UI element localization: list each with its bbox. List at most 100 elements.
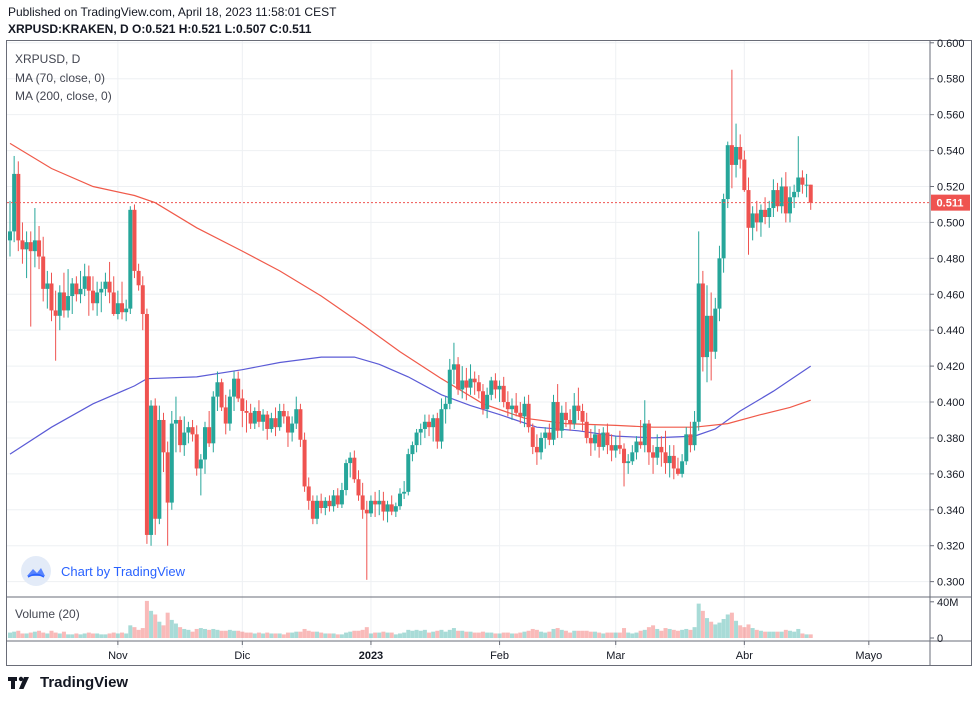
volume-bar <box>750 628 755 638</box>
candle-body <box>115 303 120 315</box>
volume-bar <box>476 632 481 638</box>
candle-body <box>78 288 83 295</box>
candle-body <box>472 378 477 383</box>
candle-body <box>49 283 54 311</box>
brand-text[interactable]: TradingView <box>40 674 129 691</box>
brand[interactable]: TradingView <box>8 674 128 691</box>
volume-bar <box>771 631 776 638</box>
candle-body <box>28 242 33 252</box>
volume-legend[interactable]: Volume (20) <box>15 607 80 621</box>
candle-body <box>232 378 237 397</box>
volume-bar <box>265 632 270 638</box>
candle-body <box>397 493 402 507</box>
watermark-text[interactable]: Chart by TradingView <box>61 563 186 579</box>
candle-body <box>215 382 220 397</box>
candle-body <box>8 231 12 241</box>
legend-ma200[interactable]: MA (200, close, 0) <box>15 89 112 103</box>
volume-bar <box>344 632 349 638</box>
candle-body <box>315 500 320 519</box>
volume-bar <box>70 634 75 638</box>
candle-body <box>435 418 440 442</box>
candle-body <box>613 445 618 451</box>
volume-bar <box>20 633 25 638</box>
volume-bar <box>497 633 502 638</box>
volume-bar <box>140 628 145 638</box>
published-note: Published on TradingView.com, April 18, … <box>8 5 337 19</box>
candle-body <box>373 500 378 505</box>
time-axis: Nov Dic 2023 Feb Mar Abr Mayo <box>108 641 882 662</box>
candle-body <box>796 177 801 192</box>
volume-bar <box>360 629 365 638</box>
volume-bar <box>319 632 324 638</box>
candle-body <box>617 445 622 449</box>
volume-bar <box>651 625 656 638</box>
volume-bar <box>700 610 705 638</box>
candle-body <box>771 190 776 209</box>
volume-bar <box>460 630 465 638</box>
candle-body <box>584 421 589 438</box>
watermark[interactable]: Chart by TradingView <box>20 555 185 587</box>
candle-body <box>493 380 498 390</box>
candle-body <box>526 403 531 428</box>
volume-bar <box>787 630 792 638</box>
candle-body <box>501 385 506 403</box>
volume-bar <box>261 633 266 638</box>
volume-bar <box>381 631 386 638</box>
volume-bar <box>742 627 747 638</box>
volume-bar <box>646 627 651 638</box>
volume-bar <box>675 630 680 638</box>
candle-body <box>543 432 548 438</box>
candle-body <box>144 314 149 535</box>
legend-symbol[interactable]: XRPUSD, D <box>15 52 81 66</box>
candle-body <box>427 421 432 428</box>
volume-bar <box>281 634 286 638</box>
chart-frame[interactable] <box>6 40 972 666</box>
candle-body <box>335 495 340 505</box>
candle-body <box>754 213 759 223</box>
volume-bar <box>597 632 602 638</box>
candle-body <box>792 191 797 198</box>
volume-bar <box>472 632 477 638</box>
candle-body <box>601 432 606 447</box>
volume-bar <box>339 634 344 638</box>
volume-bar <box>796 628 801 638</box>
volume-bar <box>543 632 548 638</box>
candle-body <box>572 405 577 424</box>
candle-body <box>306 486 311 501</box>
volume-bar <box>99 634 104 638</box>
volume-bar <box>149 610 154 638</box>
volume-bar <box>215 629 220 638</box>
candle-body <box>696 283 701 422</box>
candle-body <box>173 419 178 424</box>
candle-body <box>294 409 299 424</box>
legend-ma70[interactable]: MA (70, close, 0) <box>15 71 106 85</box>
candle-body <box>194 434 199 469</box>
candle-body <box>684 434 689 462</box>
volume-bar <box>310 631 315 638</box>
candle-body <box>460 380 465 390</box>
volume-bar <box>518 632 523 638</box>
candle-body <box>646 423 651 453</box>
candle-body <box>74 283 79 295</box>
candle-body <box>61 292 66 311</box>
last-price-label: 0.511 <box>937 198 964 210</box>
volume-bar <box>493 633 498 638</box>
volume-bar <box>659 630 664 638</box>
volume-bar <box>302 628 307 638</box>
candle-body <box>339 490 344 505</box>
volume-bar <box>410 630 415 638</box>
candle-body <box>476 382 481 392</box>
candle-body <box>95 292 100 304</box>
volume-bar <box>402 632 407 638</box>
volume-bar <box>588 631 593 638</box>
time-tick-label: Abr <box>736 650 753 662</box>
volume-bar <box>584 630 589 638</box>
price-tick-label: 0.600 <box>937 38 965 50</box>
volume-bar <box>563 630 568 638</box>
candle-body <box>530 427 535 447</box>
candle-body <box>227 396 232 424</box>
volume-bar <box>622 628 627 638</box>
candle-body <box>153 405 158 519</box>
volume-bar <box>368 633 373 638</box>
